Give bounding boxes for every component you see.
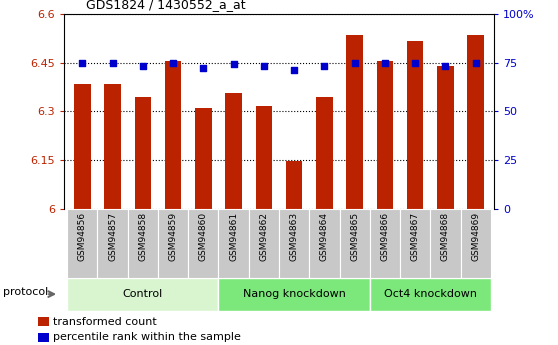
Text: Control: Control [123, 289, 163, 299]
Text: GSM94863: GSM94863 [290, 212, 299, 261]
Bar [188, 209, 219, 278]
Bar [104, 83, 121, 209]
Text: GSM94857: GSM94857 [108, 212, 117, 261]
Point [290, 68, 299, 73]
Text: GSM94856: GSM94856 [78, 212, 87, 261]
Point [138, 64, 147, 69]
Bar [256, 106, 272, 209]
Bar [460, 209, 491, 278]
Text: GSM94865: GSM94865 [350, 212, 359, 261]
Bar [407, 41, 424, 209]
Text: GSM94860: GSM94860 [199, 212, 208, 261]
Text: GSM94869: GSM94869 [471, 212, 480, 261]
Point [350, 60, 359, 65]
Point [471, 60, 480, 65]
Bar [219, 209, 249, 278]
Text: GSM94861: GSM94861 [229, 212, 238, 261]
Bar [370, 209, 400, 278]
Point [441, 64, 450, 69]
Bar [430, 209, 460, 278]
Text: GSM94862: GSM94862 [259, 212, 268, 261]
Bar [347, 35, 363, 209]
Bar [128, 209, 158, 278]
Bar [400, 209, 430, 278]
Bar [158, 209, 188, 278]
Bar [134, 97, 151, 209]
Point [259, 64, 268, 69]
Bar [38, 333, 49, 342]
Point [320, 64, 329, 69]
Bar [316, 97, 333, 209]
Text: transformed count: transformed count [53, 317, 157, 326]
Point [78, 60, 87, 65]
Point [199, 66, 208, 71]
Bar [219, 278, 370, 310]
Bar [67, 209, 98, 278]
Bar [249, 209, 279, 278]
Text: GSM94858: GSM94858 [138, 212, 147, 261]
Text: GDS1824 / 1430552_a_at: GDS1824 / 1430552_a_at [86, 0, 246, 11]
Text: GSM94867: GSM94867 [411, 212, 420, 261]
Text: Nanog knockdown: Nanog knockdown [243, 289, 345, 299]
Bar [195, 108, 211, 209]
Bar [74, 83, 90, 209]
Bar [370, 278, 491, 310]
Bar [38, 317, 49, 326]
Text: GSM94866: GSM94866 [381, 212, 389, 261]
Bar [225, 93, 242, 209]
Bar [67, 278, 219, 310]
Bar [437, 66, 454, 209]
Bar [468, 35, 484, 209]
Bar [279, 209, 309, 278]
Point [108, 60, 117, 65]
Text: GSM94859: GSM94859 [169, 212, 177, 261]
Text: percentile rank within the sample: percentile rank within the sample [53, 332, 241, 342]
Point [381, 60, 389, 65]
Point [411, 60, 420, 65]
Point [229, 62, 238, 67]
Text: protocol: protocol [3, 287, 49, 297]
Bar [377, 61, 393, 209]
Bar [309, 209, 339, 278]
Bar [339, 209, 370, 278]
Point [169, 60, 177, 65]
Text: GSM94864: GSM94864 [320, 212, 329, 261]
Text: GSM94868: GSM94868 [441, 212, 450, 261]
Bar [98, 209, 128, 278]
Text: Oct4 knockdown: Oct4 knockdown [384, 289, 477, 299]
Bar [165, 61, 181, 209]
Bar [286, 161, 302, 209]
